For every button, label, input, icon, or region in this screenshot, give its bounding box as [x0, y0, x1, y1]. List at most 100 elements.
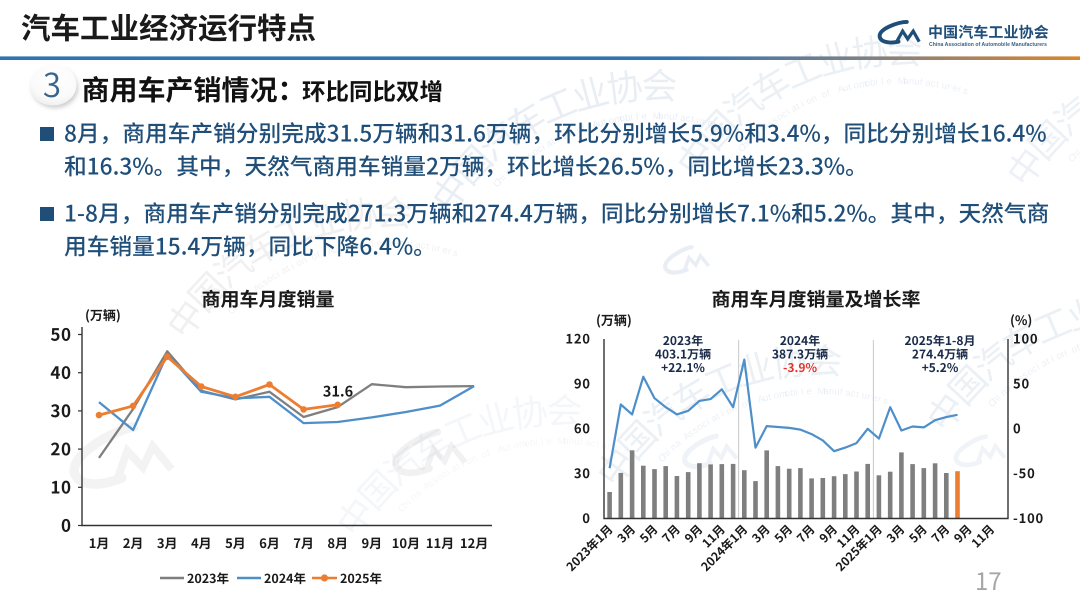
svg-text:l: l: [801, 387, 804, 398]
svg-text:n: n: [569, 436, 575, 447]
svg-text:n: n: [408, 492, 419, 504]
svg-text:a: a: [709, 412, 720, 425]
svg-text:o: o: [435, 471, 446, 483]
svg-text:f: f: [580, 123, 586, 134]
svg-text:o: o: [354, 240, 361, 252]
svg-text:l: l: [881, 77, 884, 88]
svg-text:s: s: [686, 428, 697, 440]
svg-text:r: r: [946, 81, 951, 92]
svg-text:o: o: [853, 80, 861, 92]
svg-text:s: s: [770, 114, 780, 126]
svg-text:e: e: [441, 245, 449, 257]
svg-text:m: m: [778, 388, 788, 400]
svg-text:n: n: [470, 453, 479, 465]
svg-text:l: l: [636, 112, 639, 123]
svg-text:i: i: [274, 269, 282, 280]
svg-text:a: a: [752, 128, 764, 140]
svg-text:r: r: [866, 391, 871, 402]
svg-text:c: c: [700, 418, 710, 430]
svg-text:M: M: [818, 386, 826, 397]
svg-text:u: u: [842, 82, 850, 94]
svg-text:o: o: [608, 115, 616, 127]
svg-text:n: n: [399, 238, 405, 249]
svg-text:m: m: [518, 438, 528, 450]
svg-text:i: i: [535, 437, 538, 448]
svg-text:f: f: [1075, 343, 1080, 354]
svg-text:s: s: [962, 86, 970, 98]
svg-text:o: o: [524, 438, 531, 450]
svg-text:n: n: [668, 442, 679, 454]
svg-text:o: o: [775, 111, 786, 123]
svg-text:c: c: [850, 388, 857, 400]
svg-text:t: t: [1044, 356, 1052, 367]
svg-text:e: e: [886, 76, 892, 87]
svg-text:o: o: [864, 78, 871, 90]
svg-text:r: r: [956, 84, 962, 95]
svg-text:a: a: [279, 264, 290, 277]
svg-text:o: o: [310, 251, 319, 263]
svg-text:f: f: [315, 250, 321, 261]
svg-text:a: a: [845, 388, 852, 400]
svg-text:b: b: [869, 77, 876, 89]
svg-text:r: r: [606, 441, 611, 452]
svg-text:s: s: [525, 149, 535, 161]
svg-text:a: a: [1039, 357, 1050, 370]
svg-text:t: t: [794, 101, 802, 112]
svg-text:n: n: [748, 132, 759, 144]
svg-text:i: i: [1074, 148, 1080, 157]
svg-text:A: A: [326, 245, 336, 258]
svg-text:l: l: [371, 239, 374, 250]
svg-text:s: s: [622, 446, 630, 458]
svg-text:a: a: [415, 240, 422, 252]
svg-text:e: e: [641, 111, 647, 122]
svg-text:u: u: [431, 242, 438, 254]
svg-text:s: s: [256, 280, 267, 292]
svg-text:h: h: [495, 174, 507, 185]
svg-text:i: i: [289, 261, 296, 272]
svg-text:o: o: [724, 405, 733, 417]
svg-text:i: i: [459, 459, 466, 470]
svg-text:a: a: [672, 438, 684, 450]
svg-text:n: n: [300, 255, 309, 267]
svg-text:A: A: [756, 393, 766, 406]
svg-text:c: c: [590, 438, 597, 450]
svg-text:h: h: [660, 449, 672, 460]
svg-text:t: t: [425, 241, 430, 252]
svg-text:A: A: [496, 443, 506, 456]
svg-text:s: s: [452, 248, 460, 260]
svg-text:t: t: [284, 263, 292, 274]
svg-text:i: i: [404, 498, 413, 507]
svg-text:M: M: [653, 111, 661, 122]
svg-text:i: i: [744, 138, 753, 147]
svg-text:c: c: [1030, 363, 1040, 375]
svg-text:i: i: [704, 417, 712, 428]
svg-text:n: n: [829, 386, 835, 397]
svg-text:M: M: [388, 238, 396, 249]
svg-text:i: i: [234, 300, 243, 309]
svg-text:i: i: [539, 142, 547, 153]
svg-text:h: h: [400, 499, 412, 510]
svg-text:o: o: [464, 455, 473, 467]
svg-text:u: u: [696, 115, 703, 127]
svg-text:c: c: [270, 270, 280, 282]
svg-text:o: o: [294, 257, 303, 269]
svg-text:s: s: [882, 396, 890, 408]
svg-text:b: b: [789, 387, 796, 399]
svg-text:r: r: [436, 243, 441, 254]
svg-text:e: e: [376, 238, 382, 249]
svg-text:o: o: [480, 449, 489, 461]
svg-text:i: i: [499, 173, 508, 182]
svg-text:u: u: [404, 239, 410, 250]
svg-text:o: o: [1025, 366, 1036, 378]
svg-text:o: o: [530, 146, 541, 158]
svg-text:o: o: [740, 399, 749, 411]
svg-text:o: o: [773, 390, 781, 402]
svg-text:l: l: [541, 437, 544, 448]
svg-text:u: u: [834, 387, 840, 398]
svg-text:i: i: [799, 99, 806, 110]
svg-text:u: u: [861, 390, 868, 402]
svg-text:i: i: [1049, 354, 1056, 365]
svg-text:c: c: [780, 108, 790, 120]
svg-text:u: u: [332, 244, 340, 256]
svg-text:i: i: [875, 77, 878, 88]
